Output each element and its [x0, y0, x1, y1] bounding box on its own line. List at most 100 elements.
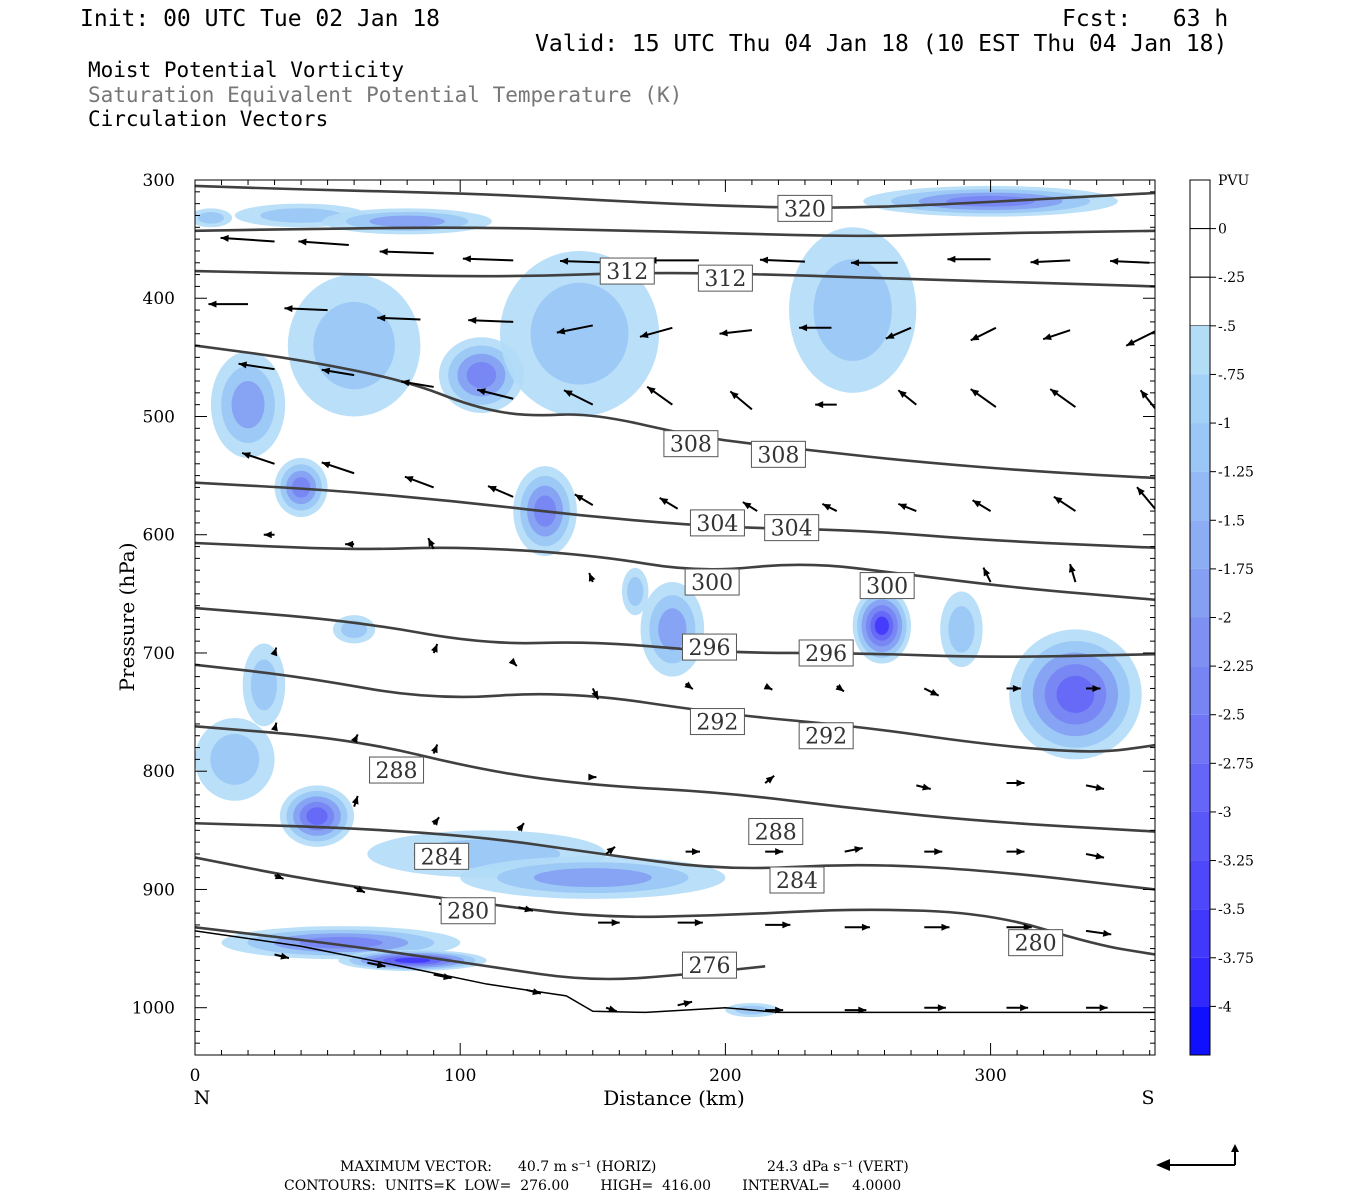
circulation-vector — [220, 234, 275, 243]
theta-contour-300 — [195, 541, 1155, 602]
circulation-vector — [924, 848, 943, 856]
circulation-vector — [588, 773, 597, 781]
circulation-vector — [764, 775, 775, 784]
circulation-vector — [648, 256, 699, 264]
circulation-vector — [508, 657, 518, 667]
vector-head — [574, 494, 584, 502]
contour-label-box — [369, 756, 425, 784]
mpv-blob — [287, 274, 421, 417]
circulation-vector — [765, 848, 784, 856]
colorbar-label: -3.5 — [1218, 902, 1245, 918]
mpv-blob — [1009, 629, 1142, 760]
circulation-vector — [298, 238, 349, 247]
vector-head — [659, 497, 669, 506]
contour-label-text: 308 — [757, 443, 799, 468]
vector-head — [532, 988, 541, 996]
contour-label-text: 296 — [688, 636, 730, 661]
vector-head — [379, 248, 388, 256]
vector-head — [377, 314, 386, 322]
vector-head — [861, 923, 870, 931]
contour-label: 292 — [689, 708, 745, 736]
vector-head — [351, 734, 358, 744]
circulation-vector — [462, 255, 514, 263]
circulation-vector — [591, 687, 600, 700]
mpv-blob — [242, 643, 286, 727]
circulation-vector — [284, 305, 328, 313]
contour-label-box — [1008, 929, 1064, 957]
circulation-vector — [476, 388, 514, 400]
vector-head — [1102, 929, 1112, 937]
contour-label: 288 — [369, 756, 425, 784]
circulation-vector — [241, 452, 275, 465]
vector-head — [560, 257, 569, 265]
contour-label: 304 — [764, 514, 820, 542]
mpv-blob — [640, 582, 705, 677]
contour-label: 308 — [663, 430, 719, 458]
y-tick-label: 700 — [143, 644, 175, 664]
vector-head — [970, 389, 980, 397]
circulation-vector — [1086, 684, 1101, 692]
vector-head — [462, 255, 471, 263]
contour-label-text: 280 — [1015, 932, 1057, 957]
circulation-vector — [263, 531, 275, 539]
mpv-blob-level — [627, 576, 644, 607]
vector-head — [742, 502, 752, 510]
circulation-vector — [970, 326, 997, 342]
vector-head — [937, 1004, 946, 1012]
circulation-vector — [646, 385, 673, 406]
colorbar-label: -2.5 — [1218, 708, 1245, 724]
mpv-blob-level — [369, 215, 445, 228]
mpv-blob-level — [658, 608, 687, 651]
contour-label-text: 300 — [691, 571, 733, 596]
circulation-vector — [659, 497, 679, 510]
circulation-vector — [605, 1005, 618, 1013]
x-tick-label: 200 — [709, 1066, 741, 1086]
mpv-blob — [195, 718, 275, 801]
vector-head — [934, 848, 943, 856]
contour-label-text: 292 — [696, 711, 738, 736]
mpv-blob-level — [394, 957, 431, 963]
contour-label: 280 — [1008, 929, 1064, 957]
contour-label-text: 288 — [376, 759, 418, 784]
contour-label: 312 — [697, 264, 753, 292]
valid-time: Valid: 15 UTC Thu 04 Jan 18 (10 EST Thu … — [535, 31, 1228, 57]
contour-label: 280 — [440, 897, 496, 925]
vector-head — [692, 848, 701, 856]
contour-label-text: 312 — [704, 267, 746, 292]
colorbar-segment — [1190, 520, 1210, 569]
contour-label-text: 284 — [421, 845, 463, 870]
north-end-label: N — [194, 1087, 211, 1109]
vector-head — [280, 952, 289, 960]
contour-labels: 320 312 312 308 308 304 304 300 300 296 296 292 292 2… — [369, 194, 1064, 979]
vector-head — [850, 259, 859, 267]
vector-head — [822, 503, 832, 511]
circulation-vector — [379, 248, 434, 256]
circulation-vector — [1006, 779, 1025, 787]
colorbar-label: -3.75 — [1218, 951, 1254, 967]
vector-head — [1126, 339, 1135, 346]
y-tick-label: 800 — [143, 762, 175, 782]
vector-head — [1053, 496, 1063, 505]
circulation-vector — [345, 540, 355, 548]
vector-head — [970, 333, 980, 341]
circulation-vector — [367, 961, 386, 969]
circulation-vector — [516, 822, 525, 832]
circulation-vector — [1136, 486, 1155, 510]
terrain-line — [195, 930, 1155, 1014]
circulation-vector — [208, 300, 249, 308]
circulation-vector — [431, 816, 440, 826]
theta-contour-292 — [195, 663, 1155, 753]
circulation-vector — [1030, 258, 1071, 266]
vector-head — [588, 573, 596, 582]
vector-head — [298, 238, 307, 246]
contour-label: 284 — [414, 842, 470, 870]
colorbar-segment — [1190, 1006, 1210, 1055]
mpv-blob-level — [231, 381, 265, 429]
theta-contour-296 — [195, 606, 1155, 658]
contour-info: CONTOURS: UNITS=K LOW= 276.00 HIGH= 416.… — [284, 1178, 902, 1194]
colorbar-segment — [1190, 568, 1210, 618]
circulation-vector — [431, 643, 439, 654]
vector-head — [1110, 257, 1119, 265]
vector-head — [431, 643, 438, 653]
vector-head — [508, 657, 517, 667]
